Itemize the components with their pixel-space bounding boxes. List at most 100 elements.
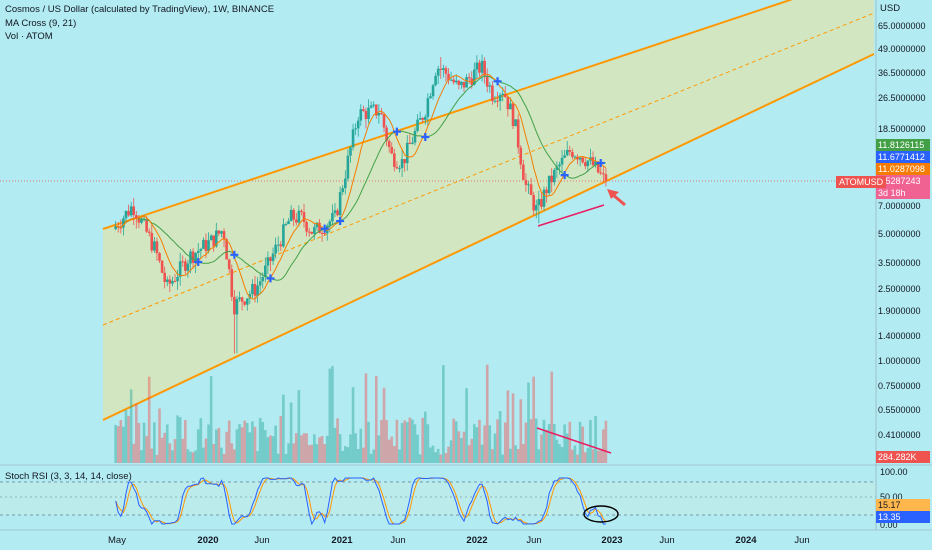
volume-bar	[493, 433, 497, 463]
channel-bottom-line[interactable]	[102, 53, 875, 421]
volume-bar	[534, 418, 538, 463]
volume-bar	[176, 415, 179, 463]
candle-body	[501, 93, 505, 96]
time-tick: 2021	[331, 535, 353, 546]
candle-body	[534, 205, 538, 211]
volume-bar	[266, 437, 270, 463]
candle-body	[140, 219, 143, 223]
candle-body	[269, 257, 272, 262]
candle-body	[158, 253, 161, 261]
candle-body	[457, 80, 461, 85]
volume-bar	[307, 445, 311, 463]
candle-body	[568, 150, 572, 152]
volume-bar	[503, 422, 507, 463]
price-tick: 5.0000000	[878, 229, 921, 239]
candle-body	[529, 184, 533, 195]
candle-body	[194, 252, 197, 263]
candle-body	[398, 168, 401, 170]
cross-marker	[421, 132, 430, 141]
last-price-badge: 9.5287243	[876, 175, 930, 187]
volume-bar	[586, 447, 590, 463]
volume-bar	[359, 428, 363, 463]
candle-body	[310, 231, 314, 234]
volume-bar	[416, 434, 419, 463]
volume-bar	[351, 387, 355, 463]
volume-bar	[289, 402, 293, 463]
channel-top-line[interactable]	[102, 0, 874, 230]
volume-bar	[460, 437, 463, 463]
volume-bar	[480, 444, 484, 463]
volume-bar	[328, 368, 332, 463]
candle-body	[522, 164, 525, 180]
chart-title: Cosmos / US Dollar (calculated by Tradin…	[5, 4, 275, 15]
volume-bar	[300, 435, 303, 463]
candle-body	[581, 157, 584, 163]
volume-bar	[258, 418, 262, 463]
volume-bar	[349, 434, 352, 463]
volume-bar	[516, 448, 520, 463]
ma-long-badge: 11.8126115	[876, 139, 930, 151]
candle-body	[436, 68, 440, 76]
volume-bar	[189, 451, 192, 463]
candle-body	[356, 120, 360, 129]
volume-bar	[498, 411, 502, 463]
candle-body	[284, 223, 288, 225]
volume-bar	[408, 417, 412, 463]
stoch-rsi-legend[interactable]: Stoch RSI (3, 3, 14, 14, close)	[5, 471, 132, 482]
candle-body	[261, 277, 265, 282]
volume-bar	[596, 450, 600, 463]
candle-body	[496, 100, 499, 102]
cross-marker	[320, 224, 329, 233]
price-tick: 0.7500000	[878, 381, 921, 391]
volume-bar	[532, 376, 535, 463]
volume-legend[interactable]: Vol · ATOM	[5, 31, 53, 42]
price-tick: 0.4100000	[878, 430, 921, 440]
volume-bar	[418, 454, 422, 463]
volume-bar	[323, 444, 326, 463]
volume-bar	[331, 366, 334, 463]
volume-bars	[114, 364, 608, 463]
volume-bar	[209, 376, 213, 463]
candle-body	[253, 284, 257, 296]
ma-cross-legend[interactable]: MA Cross (9, 21)	[5, 18, 77, 29]
candle-body	[315, 222, 319, 228]
volume-bar	[568, 421, 572, 463]
symbol-tag[interactable]: ATOMUSD	[836, 176, 887, 188]
price-tick: 26.5000000	[878, 93, 926, 103]
volume-bar	[315, 444, 319, 463]
candle-body	[540, 199, 543, 207]
candle-body	[449, 79, 453, 81]
candle-body	[385, 127, 388, 141]
time-tick: May	[108, 535, 126, 546]
volume-bar	[341, 450, 345, 463]
candle-body	[222, 231, 226, 240]
volume-bar	[145, 436, 148, 463]
price-support-line[interactable]	[537, 204, 605, 227]
arrow-annotation[interactable]	[607, 189, 626, 207]
countdown-badge: 3d 18h	[876, 187, 930, 199]
candle-body	[289, 209, 293, 222]
volume-bar	[540, 434, 543, 463]
candle-body	[560, 157, 564, 165]
volume-divergence-line[interactable]	[536, 427, 612, 454]
candle-body	[199, 248, 203, 251]
candle-body	[447, 73, 450, 81]
candle-body	[114, 226, 117, 230]
candle-body	[485, 75, 489, 87]
candle-body	[173, 280, 177, 282]
volume-bar	[204, 438, 208, 463]
candle-body	[181, 261, 185, 263]
volume-bar	[602, 429, 605, 463]
candle-body	[274, 244, 277, 254]
volume-bar	[488, 425, 492, 463]
time-tick: 2024	[735, 535, 757, 546]
volume-bar	[377, 435, 381, 463]
rsi-circle-annotation[interactable]	[583, 505, 619, 523]
candle-body	[119, 227, 123, 229]
volume-bar	[269, 435, 272, 463]
candle-body	[586, 160, 590, 167]
volume-bar	[560, 447, 564, 463]
volume-bar	[127, 415, 130, 463]
volume-bar	[318, 437, 321, 463]
